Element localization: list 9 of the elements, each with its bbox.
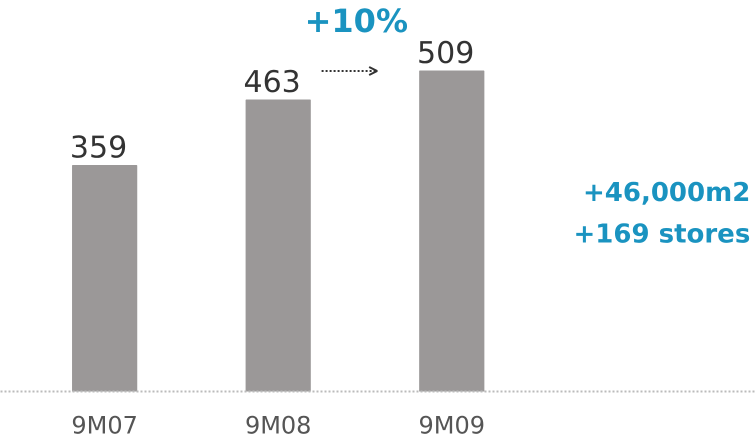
text: +46,000m2 xyxy=(582,178,750,208)
data-label: 463 xyxy=(243,64,301,100)
x-tick-label: 9M09 xyxy=(418,412,486,440)
data-label: 509 xyxy=(417,36,474,72)
x-tick-label: 9M07 xyxy=(71,412,138,440)
text: +10% xyxy=(304,2,408,40)
data-label: 359 xyxy=(70,130,128,166)
text: +169 stores xyxy=(573,219,750,250)
x-tick-label: 9M08 xyxy=(244,412,312,440)
